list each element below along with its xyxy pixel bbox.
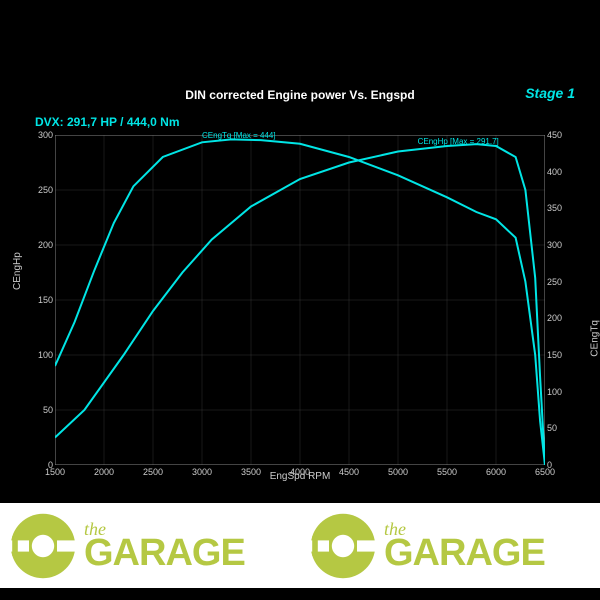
x-tick: 6500 <box>535 467 555 477</box>
x-tick: 2500 <box>143 467 163 477</box>
y-left-tick: 300 <box>35 130 53 140</box>
logo-text-2: the GARAGE <box>384 522 545 570</box>
wrench-icon <box>8 511 78 581</box>
y-right-axis-label: CEngTq <box>590 320 600 357</box>
chart-subtitle: DVX: 291,7 HP / 444,0 Nm <box>35 115 180 129</box>
y-left-tick: 250 <box>35 185 53 195</box>
x-tick: 3500 <box>241 467 261 477</box>
x-tick: 1500 <box>45 467 65 477</box>
y-right-tick: 250 <box>547 277 567 287</box>
y-left-tick: 200 <box>35 240 53 250</box>
x-tick: 5500 <box>437 467 457 477</box>
y-right-tick: 350 <box>547 203 567 213</box>
tq-series-label: CEngTq [Max = 444] <box>202 131 276 140</box>
footer-logo-strip: the GARAGE the GARAGE <box>0 503 600 588</box>
plot-area <box>55 135 545 465</box>
x-tick: 3000 <box>192 467 212 477</box>
y-right-tick: 200 <box>547 313 567 323</box>
y-right-tick: 100 <box>547 387 567 397</box>
y-left-tick: 50 <box>35 405 53 415</box>
y-right-tick: 400 <box>547 167 567 177</box>
y-left-tick: 100 <box>35 350 53 360</box>
x-tick: 5000 <box>388 467 408 477</box>
chart-svg <box>55 135 545 465</box>
y-right-tick: 150 <box>547 350 567 360</box>
hp-series-label: CEngHp [Max = 291.7] <box>418 137 499 146</box>
logo-block-1: the GARAGE <box>0 503 300 588</box>
y-left-axis-label: CEngHp <box>12 252 23 290</box>
stage-label: Stage 1 <box>525 85 575 101</box>
x-tick: 4500 <box>339 467 359 477</box>
wrench-icon <box>308 511 378 581</box>
logo-text-1: the GARAGE <box>84 522 245 570</box>
x-tick: 2000 <box>94 467 114 477</box>
y-right-tick: 300 <box>547 240 567 250</box>
x-tick: 4000 <box>290 467 310 477</box>
logo-block-2: the GARAGE <box>300 503 600 588</box>
y-right-tick: 450 <box>547 130 567 140</box>
x-tick: 6000 <box>486 467 506 477</box>
y-left-tick: 150 <box>35 295 53 305</box>
chart-title: DIN corrected Engine power Vs. Engspd <box>0 88 600 102</box>
y-right-tick: 50 <box>547 423 567 433</box>
